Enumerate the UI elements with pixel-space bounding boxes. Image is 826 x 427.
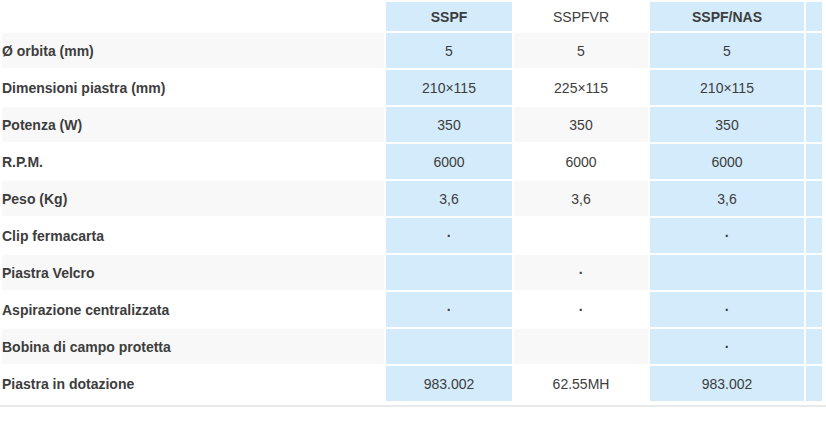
clipped-column-cell bbox=[805, 291, 823, 328]
cell-sspf-nas: 210×115 bbox=[649, 69, 805, 106]
row-label: R.P.M. bbox=[1, 143, 385, 180]
table-row: Ø orbita (mm)555 bbox=[1, 32, 823, 69]
clipped-column-cell bbox=[805, 32, 823, 69]
cell-sspf-nas: · bbox=[649, 291, 805, 328]
row-label: Peso (Kg) bbox=[1, 180, 385, 217]
specs-table-body: Ø orbita (mm)555Dimensioni piastra (mm)2… bbox=[1, 32, 823, 402]
cell-sspf: 350 bbox=[385, 106, 513, 143]
table-row: Bobina di campo protetta · bbox=[1, 328, 823, 365]
clipped-column-cell bbox=[805, 143, 823, 180]
table-row: Piastra in dotazione983.00262.55MH983.00… bbox=[1, 365, 823, 402]
corner-cell bbox=[1, 1, 385, 32]
column-header-sspf-nas: SSPF/NAS bbox=[649, 1, 805, 32]
clipped-column-cell bbox=[805, 365, 823, 402]
cell-sspf-nas: · bbox=[649, 328, 805, 365]
row-label: Piastra Velcro bbox=[1, 254, 385, 291]
cell-sspf: 210×115 bbox=[385, 69, 513, 106]
cell-sspfvr: 350 bbox=[513, 106, 649, 143]
cell-sspf bbox=[385, 254, 513, 291]
cell-sspf-nas: 5 bbox=[649, 32, 805, 69]
cell-sspf-nas: 6000 bbox=[649, 143, 805, 180]
table-row: Clip fermacarta·· bbox=[1, 217, 823, 254]
column-header-sspf: SSPF bbox=[385, 1, 513, 32]
cell-sspf-nas bbox=[649, 254, 805, 291]
cell-sspf: · bbox=[385, 217, 513, 254]
row-label: Bobina di campo protetta bbox=[1, 328, 385, 365]
cell-sspfvr: · bbox=[513, 254, 649, 291]
cell-sspfvr: 5 bbox=[513, 32, 649, 69]
cell-sspf: 3,6 bbox=[385, 180, 513, 217]
specs-table-header: SSPF SSPFVR SSPF/NAS bbox=[1, 1, 823, 32]
cell-sspfvr: 3,6 bbox=[513, 180, 649, 217]
cell-sspf: · bbox=[385, 291, 513, 328]
specs-table: SSPF SSPFVR SSPF/NAS Ø orbita (mm)555Dim… bbox=[0, 0, 824, 403]
cell-sspf-nas: · bbox=[649, 217, 805, 254]
clipped-column-cell bbox=[805, 69, 823, 106]
table-row: Potenza (W)350350350 bbox=[1, 106, 823, 143]
cell-sspfvr bbox=[513, 217, 649, 254]
cell-sspf: 5 bbox=[385, 32, 513, 69]
cell-sspf-nas: 350 bbox=[649, 106, 805, 143]
clipped-column-cell bbox=[805, 217, 823, 254]
clipped-column-header bbox=[805, 1, 823, 32]
cell-sspf: 983.002 bbox=[385, 365, 513, 402]
cell-sspf-nas: 3,6 bbox=[649, 180, 805, 217]
cell-sspfvr bbox=[513, 328, 649, 365]
cell-sspfvr: 6000 bbox=[513, 143, 649, 180]
cell-sspf bbox=[385, 328, 513, 365]
table-row: Dimensioni piastra (mm)210×115225×115210… bbox=[1, 69, 823, 106]
table-bottom-rule bbox=[0, 405, 826, 407]
cell-sspfvr: · bbox=[513, 291, 649, 328]
clipped-column-cell bbox=[805, 328, 823, 365]
row-label: Piastra in dotazione bbox=[1, 365, 385, 402]
row-label: Clip fermacarta bbox=[1, 217, 385, 254]
table-row: Aspirazione centralizzata··· bbox=[1, 291, 823, 328]
clipped-column-cell bbox=[805, 106, 823, 143]
row-label: Ø orbita (mm) bbox=[1, 32, 385, 69]
column-header-sspfvr: SSPFVR bbox=[513, 1, 649, 32]
cell-sspf-nas: 983.002 bbox=[649, 365, 805, 402]
cell-sspf: 6000 bbox=[385, 143, 513, 180]
row-label: Aspirazione centralizzata bbox=[1, 291, 385, 328]
row-label: Dimensioni piastra (mm) bbox=[1, 69, 385, 106]
row-label: Potenza (W) bbox=[1, 106, 385, 143]
header-row: SSPF SSPFVR SSPF/NAS bbox=[1, 1, 823, 32]
table-row: R.P.M.600060006000 bbox=[1, 143, 823, 180]
table-row: Peso (Kg)3,63,63,6 bbox=[1, 180, 823, 217]
cell-sspfvr: 62.55MH bbox=[513, 365, 649, 402]
cell-sspfvr: 225×115 bbox=[513, 69, 649, 106]
table-row: Piastra Velcro · bbox=[1, 254, 823, 291]
clipped-column-cell bbox=[805, 180, 823, 217]
clipped-column-cell bbox=[805, 254, 823, 291]
